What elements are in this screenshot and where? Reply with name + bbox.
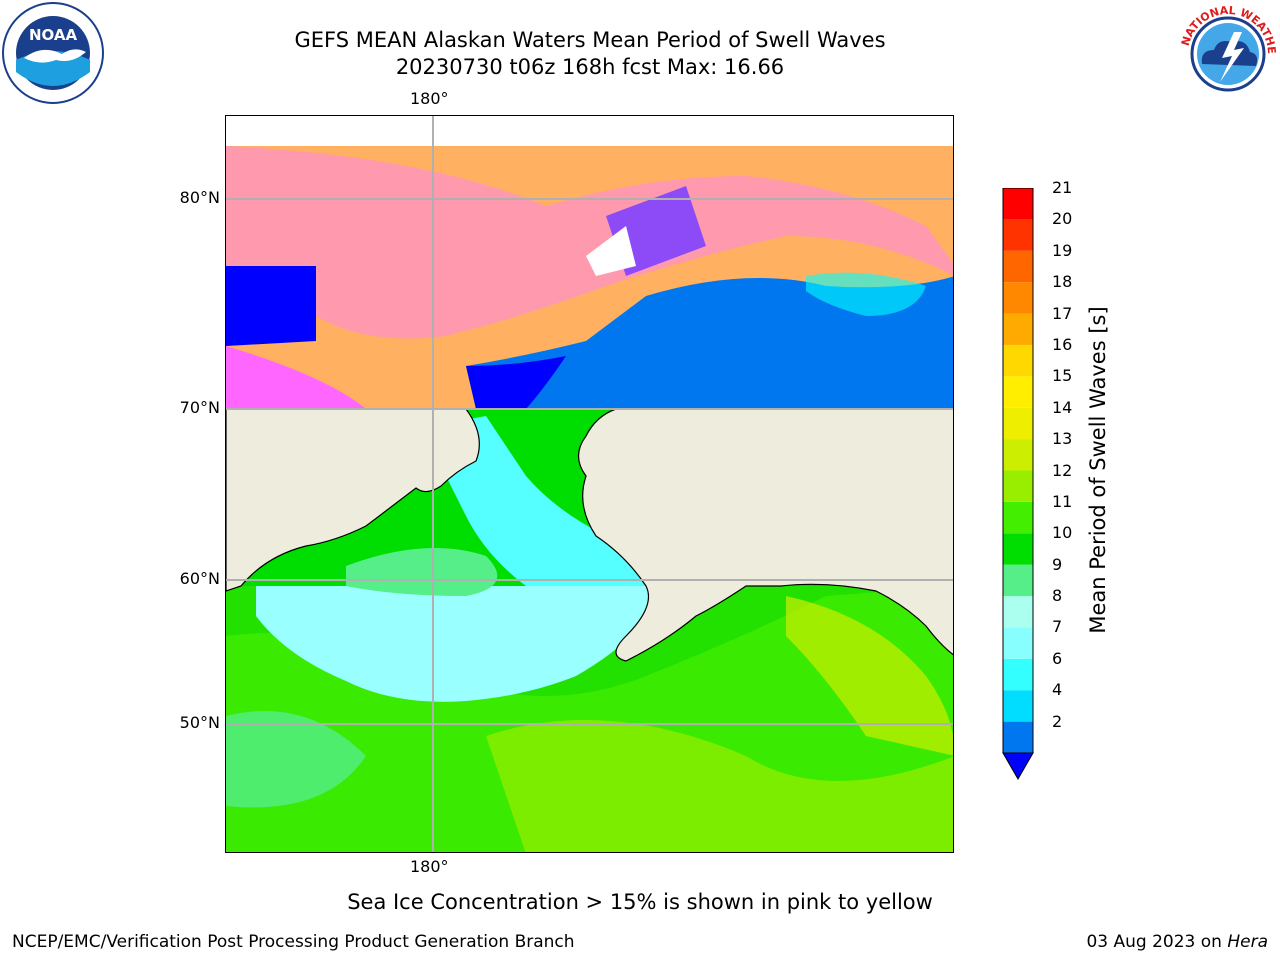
beaufort-cyan [806, 272, 926, 316]
footer-date-text: 03 Aug 2023 on [1086, 932, 1222, 952]
chukchi-low-period [466, 356, 566, 409]
colorbar-tick-label: 19 [1052, 240, 1073, 260]
colorbar-segment [1003, 564, 1033, 597]
arctic-ice-pink-a [226, 346, 366, 409]
colorbar-tick-label: 2 [1052, 711, 1063, 731]
map-panel [225, 115, 954, 853]
colorbar-segment [1003, 439, 1033, 471]
sea-ice-note: Sea Ice Concentration > 15% is shown in … [347, 890, 933, 914]
bering-shelf-field [346, 548, 498, 596]
colorbar-segment [1003, 690, 1033, 722]
map-canvas [226, 116, 953, 852]
pacific-swell-field-d [226, 711, 366, 808]
colorbar-tick-label: 4 [1052, 680, 1063, 700]
colorbar-segment [1003, 313, 1033, 345]
footer-host: Hera [1227, 932, 1268, 952]
colorbar-segment [1003, 721, 1033, 753]
arctic-top-blank [226, 116, 953, 146]
colorbar-segment [1003, 596, 1033, 628]
colorbar-segment [1003, 219, 1033, 251]
lon-label-top: 180° [410, 89, 449, 108]
colorbar-tick-label: 11 [1052, 491, 1073, 511]
colorbar-tick-label: 7 [1052, 617, 1063, 637]
pacific-swell-field-e [786, 596, 953, 756]
arctic-low-period-a [226, 266, 316, 346]
colorbar-frame [1002, 188, 1034, 754]
siberia-land [226, 408, 480, 592]
alaska-land [577, 408, 953, 662]
colorbar-tick-label: 6 [1052, 648, 1063, 668]
lat-label-70n: 70°N [179, 398, 220, 417]
colorbar-segment [1003, 344, 1033, 377]
nws-logo: NATIONAL WEATHER SERVICE [1176, 2, 1278, 104]
colorbar-segment [1003, 282, 1033, 314]
colorbar-segment [1003, 188, 1033, 220]
lon-label-bottom: 180° [410, 857, 449, 876]
pacific-swell-field-c [486, 720, 953, 852]
chart-title: GEFS MEAN Alaskan Waters Mean Period of … [294, 28, 886, 52]
colorbar-segment [1003, 470, 1033, 502]
colorbar-title: Mean Period of Swell Waves [s] [1086, 306, 1110, 634]
colorbar-under-arrow [1002, 752, 1034, 781]
colorbar-tick-label: 21 [1052, 178, 1073, 197]
bering-sea-field [256, 586, 666, 702]
noaa-logo-text: NOAA [29, 26, 78, 44]
colorbar-segment [1003, 501, 1033, 534]
colorbar-segment [1003, 376, 1033, 408]
missing-data-patch [586, 226, 636, 276]
colorbar-tick-label: 18 [1052, 272, 1073, 292]
colorbar-segment [1003, 533, 1033, 565]
colorbar-tick-label: 15 [1052, 366, 1073, 386]
colorbar-tick-label: 9 [1052, 554, 1063, 574]
footer-date: 03 Aug 2023 on Hera [1086, 932, 1268, 952]
colorbar-tick-label: 17 [1052, 303, 1073, 323]
lat-label-60n: 60°N [179, 569, 220, 588]
colorbar-segment [1003, 250, 1033, 283]
colorbar-tick-label: 16 [1052, 334, 1073, 354]
colorbar-segment [1003, 407, 1033, 440]
colorbar-segment [1003, 627, 1033, 659]
bering-strait-field [431, 416, 656, 586]
colorbar-tick-label: 14 [1052, 397, 1073, 417]
footer-credit: NCEP/EMC/Verification Post Processing Pr… [12, 932, 575, 952]
colorbar-tick-label: 13 [1052, 429, 1073, 449]
chart-subtitle: 20230730 t06z 168h fcst Max: 16.66 [395, 55, 785, 79]
arctic-swell-blue [466, 276, 953, 409]
colorbar-tick-label: 10 [1052, 523, 1073, 543]
colorbar-segment [1003, 658, 1033, 691]
colorbar-tick-label: 8 [1052, 586, 1063, 606]
colorbar [1002, 188, 1034, 781]
arctic-ice-pink-b [226, 146, 953, 339]
colorbar-tick-label: 20 [1052, 209, 1073, 229]
lat-label-80n: 80°N [179, 188, 220, 207]
lat-label-50n: 50°N [179, 713, 220, 732]
colorbar-tick-label: 12 [1052, 460, 1073, 480]
noaa-logo: NOAA [2, 2, 104, 104]
